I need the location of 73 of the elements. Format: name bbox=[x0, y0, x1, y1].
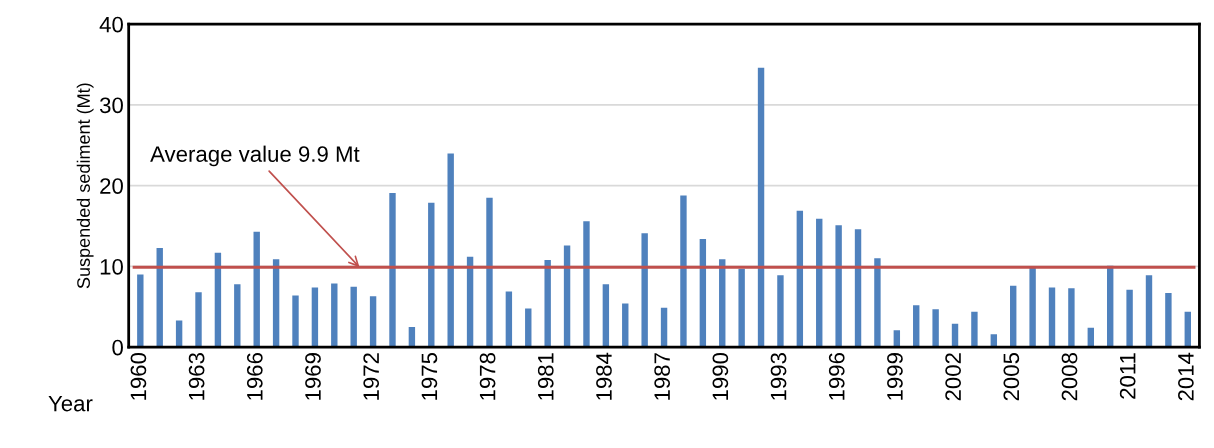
bar bbox=[1010, 285, 1017, 348]
x-tick-label: 1996 bbox=[828, 353, 845, 400]
bar bbox=[796, 210, 804, 348]
bar bbox=[544, 259, 551, 348]
x-tick-label: 2014 bbox=[1178, 352, 1194, 401]
bar bbox=[1145, 275, 1153, 348]
x-tick-label: 1987 bbox=[654, 353, 671, 400]
bar bbox=[1165, 293, 1172, 348]
y-tick-label: 0 bbox=[112, 339, 123, 356]
bar bbox=[1184, 311, 1191, 348]
x-tick-label: 1975 bbox=[421, 352, 438, 400]
bar bbox=[932, 309, 939, 348]
bar bbox=[738, 268, 745, 348]
bar bbox=[1126, 289, 1133, 348]
x-axis-title: Year bbox=[48, 395, 93, 412]
x-tick-label: 1963 bbox=[188, 353, 205, 400]
bar bbox=[1068, 288, 1075, 348]
bar bbox=[369, 296, 377, 348]
bar bbox=[757, 67, 765, 348]
bar bbox=[525, 308, 532, 348]
x-tick-label: 1978 bbox=[479, 353, 496, 400]
bar bbox=[156, 247, 163, 348]
y-tick-label: 30 bbox=[99, 97, 123, 114]
bar bbox=[874, 258, 881, 348]
x-tick-label: 1972 bbox=[363, 353, 380, 400]
bar bbox=[428, 202, 435, 348]
bar bbox=[777, 275, 784, 348]
bar bbox=[563, 245, 571, 348]
bar bbox=[680, 195, 687, 348]
x-tick-label: 1984 bbox=[596, 352, 612, 400]
bar bbox=[486, 197, 493, 348]
y-tick-label: 10 bbox=[100, 258, 123, 275]
bar bbox=[583, 221, 590, 348]
bar bbox=[1029, 268, 1036, 348]
x-tick-label: 1960 bbox=[130, 352, 147, 400]
bar bbox=[971, 311, 978, 348]
x-tick-label: 1981 bbox=[537, 353, 554, 400]
x-tick-label: 2002 bbox=[945, 353, 961, 401]
bar bbox=[719, 259, 726, 348]
x-tick-label: 1990 bbox=[712, 352, 729, 400]
bar bbox=[272, 259, 280, 348]
bar bbox=[816, 218, 823, 348]
bar bbox=[350, 286, 357, 348]
bar bbox=[311, 287, 319, 348]
bar bbox=[253, 231, 260, 348]
x-tick-label: 2005 bbox=[1003, 352, 1020, 401]
bar bbox=[660, 307, 668, 348]
bar bbox=[622, 303, 629, 348]
bar bbox=[195, 292, 202, 348]
bar bbox=[292, 295, 299, 348]
bar bbox=[641, 233, 648, 348]
ref-line-label: Average value 9.9 Mt bbox=[150, 145, 360, 167]
bar bbox=[602, 284, 610, 348]
bar bbox=[854, 229, 862, 348]
bar bbox=[913, 305, 920, 348]
y-tick-label: 40 bbox=[99, 16, 123, 33]
x-tick-label: 1969 bbox=[305, 353, 321, 400]
y-tick-label: 20 bbox=[100, 178, 123, 194]
x-tick-label: 1966 bbox=[246, 353, 263, 400]
x-tick-label: 2008 bbox=[1061, 353, 1078, 401]
x-tick-label: 2011 bbox=[1119, 353, 1136, 399]
bar bbox=[234, 284, 241, 348]
bar bbox=[447, 153, 454, 348]
x-tick-label: 1999 bbox=[887, 353, 903, 400]
y-axis-title: Suspended sediment (Mt) bbox=[76, 83, 94, 289]
bar bbox=[835, 225, 842, 348]
bar bbox=[389, 192, 396, 348]
x-tick-label: 1993 bbox=[770, 353, 787, 400]
bar bbox=[331, 283, 338, 348]
bar bbox=[137, 274, 144, 348]
bar bbox=[1048, 287, 1056, 348]
bar bbox=[699, 238, 707, 348]
bar bbox=[505, 291, 513, 348]
